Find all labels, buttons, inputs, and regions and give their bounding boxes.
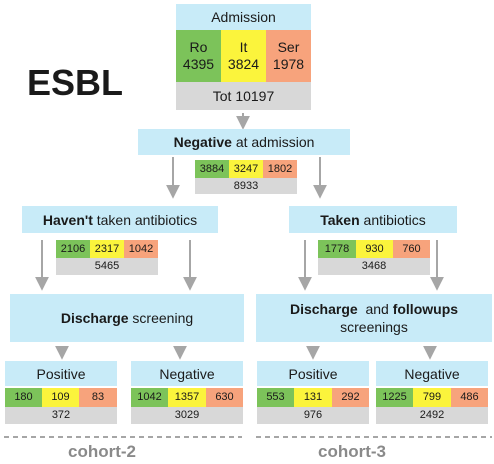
taken-box: Taken antibiotics bbox=[289, 206, 457, 233]
negative-admission-it: 3247 bbox=[229, 160, 263, 178]
admission-ser-cell: Ser 1978 bbox=[266, 30, 311, 82]
admission-total: Tot 10197 bbox=[176, 82, 311, 110]
cohort-3-label: cohort-3 bbox=[318, 442, 386, 461]
negative-admission-ro: 3884 bbox=[195, 160, 229, 178]
admission-it-value: 3824 bbox=[227, 56, 260, 72]
c2-negative-label: Negative bbox=[131, 361, 243, 386]
admission-label: Admission bbox=[176, 4, 311, 30]
not-taken-label-bold: Haven't bbox=[42, 211, 93, 228]
discharge-followups-bold1: Discharge bbox=[289, 301, 358, 317]
negative-admission-box: Negative at admission bbox=[138, 129, 350, 155]
discharge-screening-box: Discharge screening bbox=[10, 294, 244, 342]
c3-negative-it: 799 bbox=[413, 388, 451, 407]
discharge-screening-label-rest: screening bbox=[128, 310, 194, 326]
admission-ro-cell: Ro 4395 bbox=[176, 30, 221, 82]
not-taken-ser: 1042 bbox=[124, 240, 158, 258]
not-taken-box: Haven't taken antibiotics bbox=[22, 206, 218, 233]
discharge-followups-mid: and bbox=[357, 301, 393, 317]
admission-ro-code: Ro bbox=[189, 39, 208, 55]
c2-positive-total: 372 bbox=[5, 407, 117, 424]
c2-negative-ser: 630 bbox=[206, 388, 243, 407]
cohort-2-label: cohort-2 bbox=[68, 442, 136, 461]
discharge-followups-bold2: followups bbox=[392, 301, 459, 317]
c2-positive-it: 109 bbox=[42, 388, 79, 407]
c3-positive-label: Positive bbox=[257, 361, 369, 386]
c3-positive-ro: 553 bbox=[257, 388, 294, 407]
c3-negative-ser: 486 bbox=[451, 388, 488, 407]
c2-positive-label: Positive bbox=[5, 361, 117, 386]
admission-ro-value: 4395 bbox=[182, 56, 215, 72]
admission-ser-value: 1978 bbox=[272, 56, 305, 72]
discharge-screening-label-bold: Discharge bbox=[60, 310, 129, 326]
c3-positive-it: 131 bbox=[294, 388, 332, 407]
discharge-followups-box: Discharge and followups screenings bbox=[256, 294, 492, 342]
taken-label-bold: Taken bbox=[320, 211, 360, 228]
not-taken-label-rest: taken antibiotics bbox=[92, 211, 198, 228]
c3-negative-total: 2492 bbox=[376, 407, 488, 424]
c2-positive-ro: 180 bbox=[5, 388, 42, 407]
c2-negative-it: 1357 bbox=[168, 388, 206, 407]
c3-negative-ro: 1225 bbox=[376, 388, 413, 407]
negative-admission-ser: 1802 bbox=[263, 160, 297, 178]
c3-positive-ser: 292 bbox=[332, 388, 369, 407]
negative-admission-total: 8933 bbox=[195, 178, 297, 194]
negative-admission-label-rest: at admission bbox=[231, 134, 315, 150]
not-taken-it: 2317 bbox=[90, 240, 124, 258]
negative-admission-label-bold: Negative bbox=[173, 134, 232, 150]
taken-it: 930 bbox=[356, 240, 393, 258]
admission-it-code: It bbox=[239, 39, 248, 55]
taken-ro: 1778 bbox=[318, 240, 356, 258]
taken-ser: 760 bbox=[393, 240, 430, 258]
discharge-followups-line1: Discharge and followups bbox=[290, 300, 458, 318]
discharge-followups-line2: screenings bbox=[340, 319, 408, 335]
c2-negative-total: 3029 bbox=[131, 407, 243, 424]
c3-positive-total: 976 bbox=[257, 407, 369, 424]
taken-label-rest: antibiotics bbox=[359, 211, 426, 228]
admission-ser-code: Ser bbox=[277, 39, 300, 55]
c3-negative-label: Negative bbox=[376, 361, 488, 386]
not-taken-total: 5465 bbox=[56, 258, 158, 275]
taken-total: 3468 bbox=[318, 258, 430, 275]
admission-it-cell: It 3824 bbox=[221, 30, 266, 82]
page-title: ESBL bbox=[27, 62, 124, 103]
c2-negative-ro: 1042 bbox=[131, 388, 168, 407]
not-taken-ro: 2106 bbox=[56, 240, 90, 258]
c2-positive-ser: 83 bbox=[79, 388, 117, 407]
